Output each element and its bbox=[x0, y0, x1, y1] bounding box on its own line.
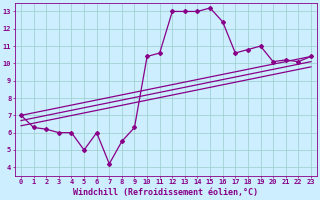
X-axis label: Windchill (Refroidissement éolien,°C): Windchill (Refroidissement éolien,°C) bbox=[74, 188, 259, 197]
